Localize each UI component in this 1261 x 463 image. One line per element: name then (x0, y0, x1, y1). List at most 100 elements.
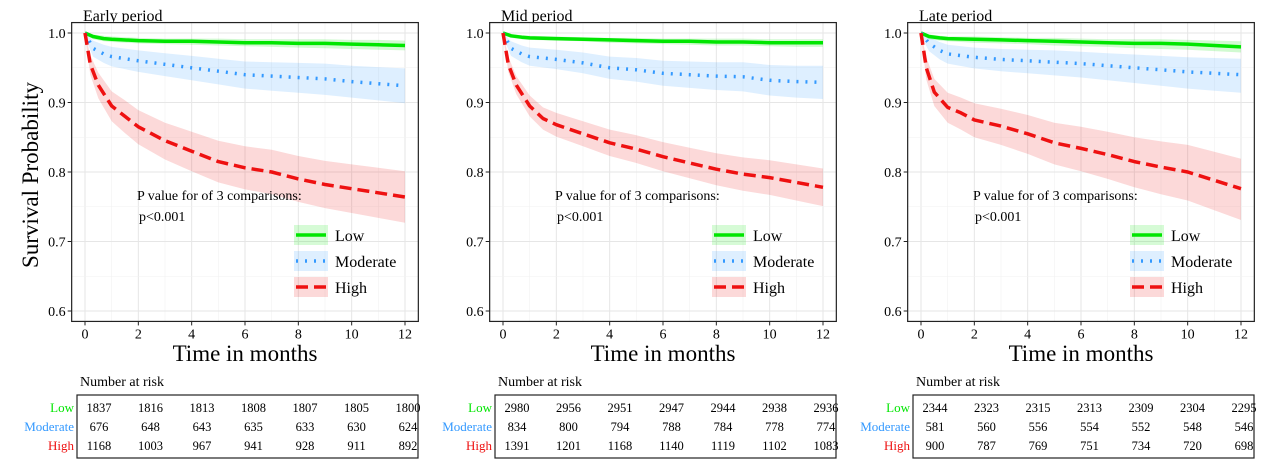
risk-value: 676 (90, 420, 109, 434)
legend-swatch-bg (712, 251, 746, 271)
risk-value: 2936 (814, 401, 839, 415)
risk-value: 774 (817, 420, 837, 434)
risk-row-label-moderate: Moderate (24, 419, 74, 434)
x-tick-label: 6 (1078, 327, 1085, 342)
risk-value: 834 (508, 420, 528, 434)
x-tick-label: 8 (713, 327, 720, 342)
risk-value: 2944 (711, 401, 737, 415)
legend-swatch-bg (1130, 277, 1164, 297)
risk-value: 778 (765, 420, 784, 434)
y-tick-label: 0.8 (466, 166, 484, 181)
y-tick-label: 0.8 (48, 166, 66, 181)
risk-value: 630 (347, 420, 366, 434)
risk-value: 1837 (87, 401, 112, 415)
risk-value: 2344 (923, 401, 949, 415)
survival-curve-moderate (919, 31, 1242, 77)
panel-title: Late period (919, 8, 992, 25)
survival-curve-high (501, 32, 824, 190)
risk-value: 1391 (505, 439, 530, 453)
legend-swatch-bg (1130, 251, 1164, 271)
legend-label-moderate: Moderate (335, 254, 396, 271)
y-tick-label: 0.6 (48, 305, 66, 320)
p-value: p<0.001 (557, 210, 603, 225)
risk-value: 2295 (1232, 401, 1257, 415)
legend-label-high: High (1171, 280, 1203, 297)
survival-curve-low (502, 31, 823, 45)
y-tick-label: 0.9 (884, 97, 902, 112)
risk-value: 560 (977, 420, 996, 434)
survival-curve-moderate (501, 32, 824, 85)
y-tick-label: 0.6 (884, 305, 902, 320)
risk-table-title: Number at risk (916, 375, 1000, 390)
legend-label-low: Low (335, 228, 365, 245)
risk-value: 928 (296, 439, 315, 453)
legend-label-low: Low (1171, 228, 1201, 245)
risk-value: 1140 (659, 439, 684, 453)
y-tick-label: 0.7 (466, 236, 484, 251)
y-tick-label: 0.7 (48, 236, 66, 251)
risk-value: 1807 (293, 401, 318, 415)
risk-value: 784 (714, 420, 734, 434)
risk-value: 581 (926, 420, 945, 434)
risk-row-label-moderate: Moderate (442, 419, 492, 434)
legend-label-high: High (335, 280, 367, 297)
x-tick-label: 2 (135, 327, 142, 342)
risk-table-frame (494, 394, 837, 459)
x-tick-label: 4 (1024, 327, 1031, 342)
x-tick-label: 0 (918, 327, 925, 342)
risk-value: 556 (1029, 420, 1048, 434)
survival-curve-high (83, 32, 406, 199)
p-value: p<0.001 (975, 210, 1021, 225)
risk-value: 911 (347, 439, 365, 453)
risk-value: 2980 (505, 401, 530, 415)
risk-value: 1813 (190, 401, 215, 415)
ci-band-moderate (921, 33, 1241, 93)
legend-swatch-bg (294, 251, 328, 271)
risk-value: 546 (1235, 420, 1254, 434)
x-tick-label: 4 (188, 327, 195, 342)
y-tick-label: 1.0 (48, 27, 66, 42)
risk-value: 624 (399, 420, 419, 434)
risk-value: 2323 (974, 401, 999, 415)
risk-value: 769 (1029, 439, 1048, 453)
y-tick-label: 0.9 (48, 97, 66, 112)
risk-value: 1168 (608, 439, 633, 453)
risk-value: 2956 (556, 401, 581, 415)
risk-table-frame (76, 394, 419, 459)
risk-table-title: Number at risk (498, 375, 582, 390)
x-tick-label: 12 (398, 327, 412, 342)
risk-value: 1168 (87, 439, 112, 453)
x-tick-label: 2 (971, 327, 978, 342)
risk-row-label-high: High (48, 438, 75, 453)
x-tick-label: 10 (763, 327, 777, 342)
panel-title: Mid period (501, 8, 573, 25)
legend-label-moderate: Moderate (753, 254, 814, 271)
panel-title: Early period (83, 8, 163, 25)
ci-band-high (921, 33, 1241, 220)
p-value: p<0.001 (139, 210, 185, 225)
risk-table-frame (912, 394, 1255, 459)
survival-curve-high (919, 32, 1242, 191)
risk-value: 552 (1132, 420, 1151, 434)
y-tick-label: 0.8 (884, 166, 902, 181)
x-tick-label: 2 (553, 327, 560, 342)
risk-value: 648 (141, 420, 160, 434)
risk-value: 2309 (1129, 401, 1154, 415)
x-axis-label: Time in months (173, 341, 318, 366)
risk-row-label-high: High (466, 438, 493, 453)
x-tick-label: 12 (816, 327, 830, 342)
risk-value: 900 (926, 439, 945, 453)
survival-curve-moderate (83, 32, 406, 88)
p-value-caption: P value for of 3 comparisons: (555, 189, 720, 204)
x-tick-label: 0 (500, 327, 507, 342)
panel-mid-period: Mid period 0 2 4 6 8 10 12 0.6 0.7 0.8 0.9 1.0 Time i… (442, 8, 839, 459)
risk-value: 554 (1080, 420, 1100, 434)
risk-value: 720 (1183, 439, 1202, 453)
risk-value: 548 (1183, 420, 1202, 434)
risk-value: 2313 (1077, 401, 1102, 415)
panel-late-period: Late period 0 2 4 6 8 10 12 0.6 0.7 0.8 0.9 1.0 Time … (860, 8, 1257, 459)
risk-value: 941 (244, 439, 263, 453)
y-tick-label: 0.9 (466, 97, 484, 112)
risk-value: 1816 (138, 401, 163, 415)
